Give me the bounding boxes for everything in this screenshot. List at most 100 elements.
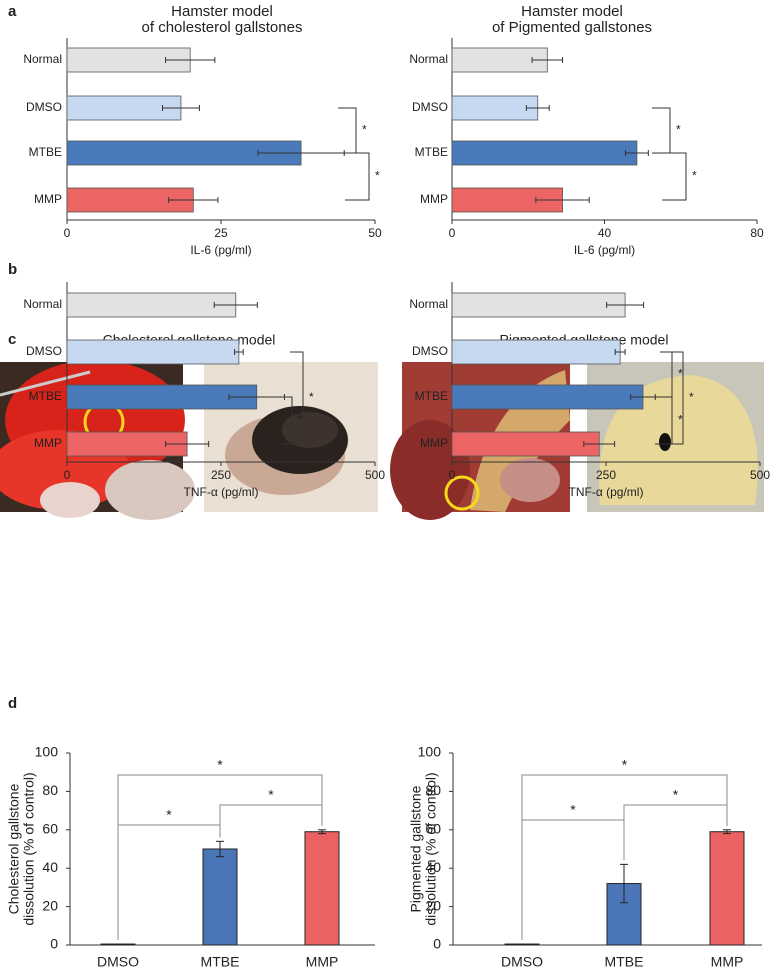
error-bar [531, 57, 564, 63]
significance-label: * [678, 413, 683, 427]
bar [202, 848, 238, 946]
bar [709, 831, 745, 946]
category-label: Normal [409, 297, 448, 311]
x-axis-label: IL-6 (pg/ml) [190, 243, 251, 257]
bar [66, 384, 258, 410]
bar [66, 339, 240, 365]
x-tick-label: 50 [368, 226, 382, 240]
category-label: MMP [34, 436, 62, 450]
significance-bracket [117, 774, 323, 941]
panel-label: a [8, 3, 17, 20]
error-bar [318, 829, 326, 835]
significance-bracket [290, 351, 304, 445]
x-tick-label: DMSO [501, 954, 543, 970]
error-bar [620, 863, 628, 904]
significance-label: * [692, 169, 697, 183]
x-tick-label: MMP [711, 954, 744, 970]
significance-label: * [570, 802, 576, 818]
y-tick-label: 0 [433, 936, 441, 952]
x-tick-label: 250 [596, 468, 616, 482]
x-tick-label: MTBE [605, 954, 644, 970]
category-label: MTBE [29, 389, 62, 403]
significance-bracket [338, 107, 357, 154]
x-tick-label: DMSO [97, 954, 139, 970]
y-tick-label: 20 [42, 897, 58, 913]
x-tick-label: 80 [750, 226, 764, 240]
significance-label: * [309, 390, 314, 404]
bar [304, 831, 340, 946]
error-bar [583, 441, 616, 447]
category-label: DMSO [26, 344, 62, 358]
error-bar [606, 302, 645, 308]
y-tick-label: 0 [50, 936, 58, 952]
significance-bracket [662, 152, 687, 201]
significance-label: * [678, 367, 683, 381]
x-tick-label: 250 [211, 468, 231, 482]
x-tick-label: 0 [64, 226, 71, 240]
y-axis-label: Cholesterol gallstone [6, 783, 22, 914]
category-label: MTBE [415, 389, 448, 403]
category-label: DMSO [412, 344, 448, 358]
error-bar [168, 197, 219, 203]
y-tick-label: 60 [425, 821, 441, 837]
significance-bracket [345, 152, 370, 201]
significance-label: * [298, 413, 303, 427]
bar [451, 431, 600, 457]
significance-bracket [521, 774, 728, 941]
x-tick-label: 40 [598, 226, 612, 240]
significance-label: * [362, 123, 367, 137]
bar [451, 292, 626, 318]
category-label: MTBE [415, 145, 448, 159]
x-axis-label: TNF-α (pg/ml) [184, 485, 259, 499]
category-label: DMSO [412, 100, 448, 114]
y-tick-label: 20 [425, 897, 441, 913]
significance-label: * [217, 757, 223, 773]
significance-label: * [622, 757, 628, 773]
panel-label: b [8, 261, 17, 278]
x-axis-label: TNF-α (pg/ml) [569, 485, 644, 499]
x-tick-label: 0 [449, 468, 456, 482]
y-tick-label: 80 [425, 782, 441, 798]
error-bar [165, 441, 210, 447]
x-tick-label: MMP [306, 954, 339, 970]
y-axis-label: dissolution (% of control) [423, 772, 439, 925]
significance-label: * [375, 169, 380, 183]
y-tick-label: 40 [42, 859, 58, 875]
category-label: Normal [409, 52, 448, 66]
x-tick-label: 25 [214, 226, 228, 240]
error-bar [624, 150, 649, 156]
x-tick-label: MTBE [201, 954, 240, 970]
chart-title: Hamster model [171, 3, 273, 20]
panel-label: c [8, 331, 16, 348]
error-bar [216, 840, 224, 858]
significance-bracket [655, 396, 673, 445]
bar [451, 95, 539, 121]
y-tick-label: 60 [42, 821, 58, 837]
y-axis-label: dissolution (% of control) [21, 772, 37, 925]
y-tick-label: 100 [35, 744, 59, 760]
category-label: Normal [23, 297, 62, 311]
significance-bracket [652, 107, 671, 154]
bar [66, 292, 237, 318]
error-bar [525, 105, 550, 111]
significance-label: * [689, 390, 694, 404]
category-label: MMP [420, 192, 448, 206]
error-bar [614, 349, 626, 355]
y-axis-label: Pigmented gallstone [408, 785, 424, 912]
y-tick-label: 40 [425, 859, 441, 875]
x-tick-label: 500 [365, 468, 385, 482]
bar [66, 95, 182, 121]
y-tick-label: 100 [418, 744, 442, 760]
bar [504, 943, 540, 946]
significance-label: * [676, 123, 681, 137]
bar [451, 384, 644, 410]
significance-bracket [667, 351, 684, 445]
bar [451, 140, 638, 166]
x-axis-label: IL-6 (pg/ml) [574, 243, 635, 257]
significance-label: * [268, 787, 274, 803]
category-label: MMP [34, 192, 62, 206]
category-label: Normal [23, 52, 62, 66]
significance-label: * [673, 787, 679, 803]
error-bar [161, 105, 200, 111]
